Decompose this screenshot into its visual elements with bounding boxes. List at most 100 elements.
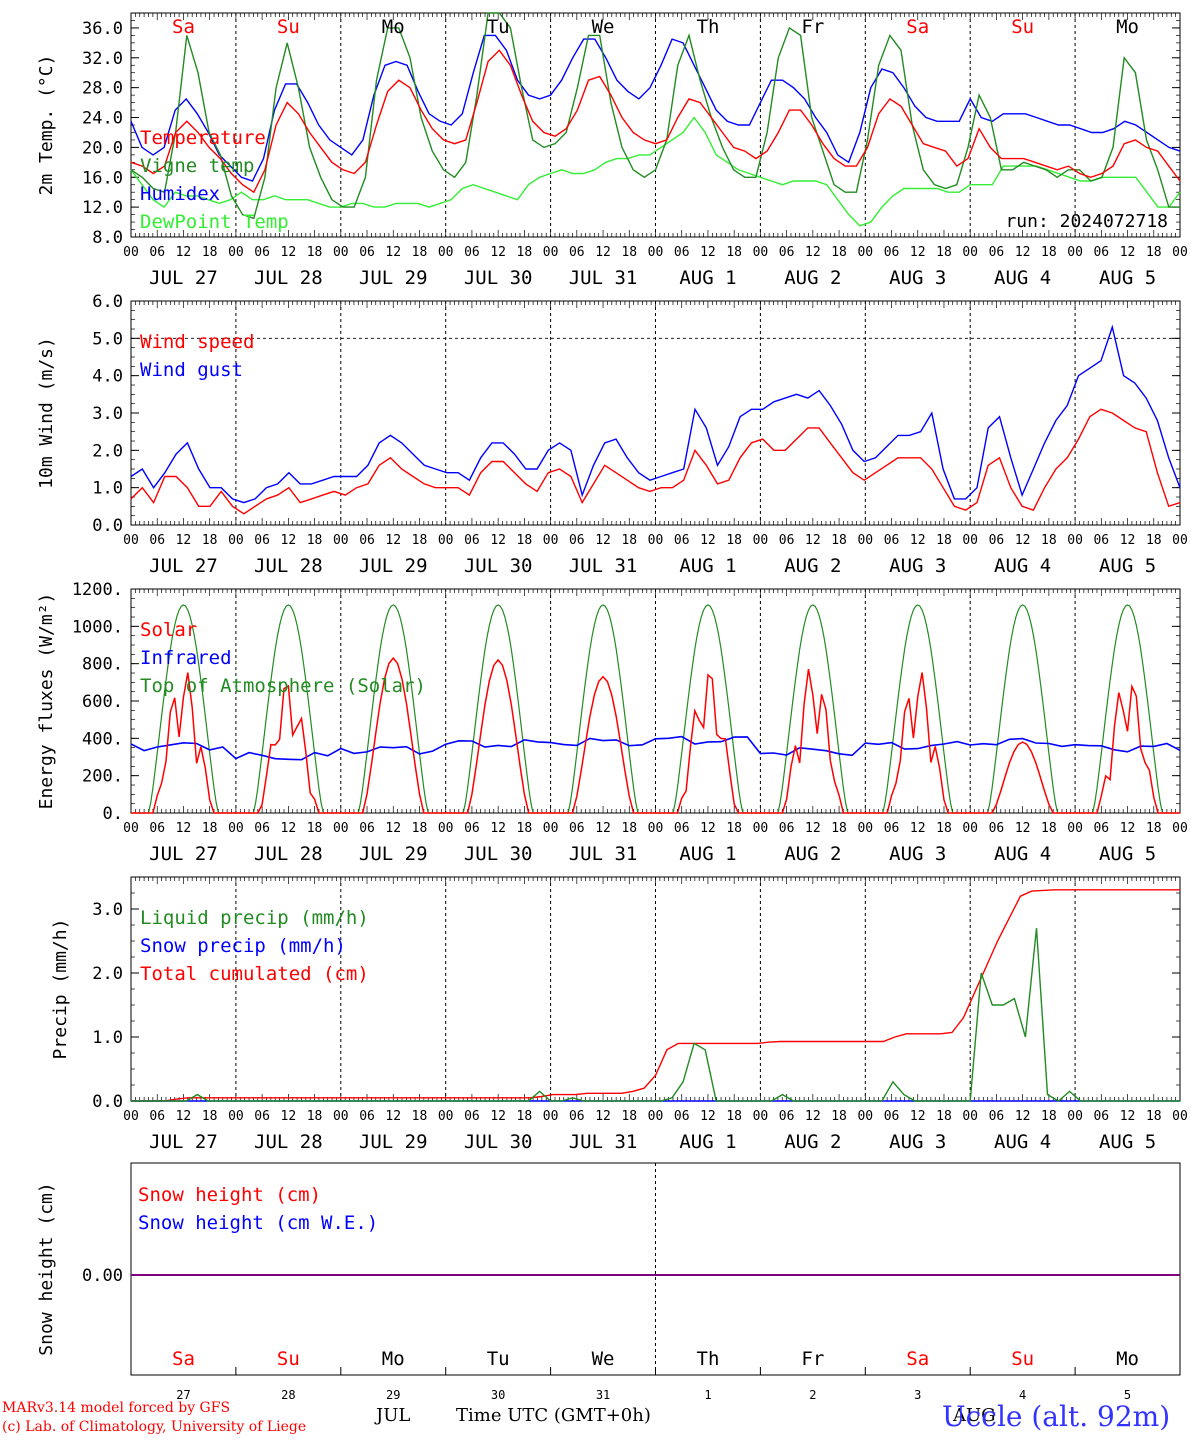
date-label: JUL 29 bbox=[359, 1131, 428, 1153]
hour-tick-label: 18 bbox=[307, 533, 323, 548]
hour-tick-label: 18 bbox=[202, 1109, 218, 1124]
date-label: AUG 1 bbox=[679, 1131, 736, 1153]
hour-tick-label: 18 bbox=[831, 533, 847, 548]
hour-tick-label: 12 bbox=[595, 1109, 611, 1124]
weekday-label-top: Mo bbox=[382, 16, 405, 38]
hour-tick-label: 00 bbox=[438, 1109, 454, 1124]
month-label-jul: JUL bbox=[376, 1405, 411, 1426]
y-tick-label: 24.0 bbox=[82, 109, 123, 129]
date-label: AUG 1 bbox=[679, 267, 736, 289]
hour-tick-label: 06 bbox=[149, 1109, 165, 1124]
series-humidex bbox=[130, 34, 1181, 182]
hour-tick-label: 12 bbox=[1015, 1109, 1031, 1124]
hour-tick-label: 00 bbox=[962, 245, 978, 260]
hour-tick-label: 00 bbox=[648, 245, 664, 260]
y-tick-label: 0. bbox=[103, 804, 123, 824]
date-label: JUL 30 bbox=[464, 843, 533, 865]
y-tick-label: 3.0 bbox=[92, 404, 123, 424]
hour-tick-label: 06 bbox=[674, 821, 690, 836]
hour-tick-label: 18 bbox=[1146, 821, 1162, 836]
hour-tick-label: 06 bbox=[779, 533, 795, 548]
hour-tick-label: 06 bbox=[989, 245, 1005, 260]
day-number-label: 28 bbox=[281, 1388, 295, 1402]
hour-tick-label: 18 bbox=[202, 245, 218, 260]
hour-tick-label: 06 bbox=[779, 821, 795, 836]
legend-entry: Top of Atmosphere (Solar) bbox=[140, 675, 426, 697]
y-tick-label: 1.0 bbox=[92, 479, 123, 499]
hour-tick-label: 06 bbox=[674, 1109, 690, 1124]
hour-tick-label: 06 bbox=[884, 245, 900, 260]
day-number-label: 5 bbox=[1124, 1388, 1131, 1402]
hour-tick-label: 12 bbox=[595, 821, 611, 836]
hour-tick-label: 12 bbox=[910, 1109, 926, 1124]
panel-temperature: 8.0 12.0 16.0 20.0 24.0 28.0 32.0 36.0 2m Temp. … bbox=[36, 12, 1188, 289]
y-tick-label: 32.0 bbox=[82, 49, 123, 69]
hour-tick-label: 12 bbox=[700, 533, 716, 548]
date-label: JUL 29 bbox=[359, 555, 428, 577]
weekday-label-top: Fr bbox=[801, 16, 824, 38]
hour-tick-label: 06 bbox=[149, 533, 165, 548]
hour-tick-label: 06 bbox=[989, 533, 1005, 548]
panel-frame bbox=[130, 300, 1181, 526]
legend-entry: Infrared bbox=[140, 647, 232, 669]
hour-tick-label: 00 bbox=[1172, 533, 1188, 548]
hour-tick-label: 00 bbox=[543, 1109, 559, 1124]
hour-tick-label: 12 bbox=[490, 821, 506, 836]
hour-tick-label: 06 bbox=[1093, 1109, 1109, 1124]
hour-tick-label: 00 bbox=[753, 533, 769, 548]
hour-tick-label: 00 bbox=[333, 245, 349, 260]
legend-entry: Solar bbox=[140, 619, 197, 641]
weekday-label-bottom: Su bbox=[277, 1348, 300, 1370]
date-label: AUG 4 bbox=[994, 1131, 1051, 1153]
hour-tick-label: 18 bbox=[202, 533, 218, 548]
y-tick-label: 2.0 bbox=[92, 964, 123, 984]
hour-tick-label: 18 bbox=[621, 1109, 637, 1124]
date-label: JUL 27 bbox=[149, 1131, 218, 1153]
date-label: JUL 31 bbox=[569, 843, 638, 865]
hour-tick-label: 12 bbox=[805, 533, 821, 548]
day-number-label: 4 bbox=[1019, 1388, 1026, 1402]
panel-snow: 0.00 Snow height (cm) Snow height (cm) Snow… bbox=[36, 1162, 1181, 1402]
weekday-label-top: Sa bbox=[906, 16, 929, 38]
date-label: JUL 31 bbox=[569, 267, 638, 289]
y-tick-label: 1.0 bbox=[92, 1028, 123, 1048]
series-wind-speed bbox=[130, 408, 1181, 515]
hour-tick-label: 12 bbox=[595, 533, 611, 548]
date-label: JUL 28 bbox=[254, 1131, 323, 1153]
hour-tick-label: 00 bbox=[333, 1109, 349, 1124]
weekday-label-bottom: Tu bbox=[487, 1348, 510, 1370]
hour-tick-label: 06 bbox=[359, 533, 375, 548]
date-label: AUG 3 bbox=[889, 1131, 946, 1153]
hour-tick-label: 18 bbox=[621, 533, 637, 548]
hour-tick-label: 00 bbox=[333, 821, 349, 836]
hour-tick-label: 06 bbox=[464, 1109, 480, 1124]
hour-tick-label: 06 bbox=[989, 821, 1005, 836]
hour-tick-label: 18 bbox=[726, 821, 742, 836]
y-axis-label: Precip (mm/h) bbox=[50, 919, 71, 1060]
date-label: AUG 5 bbox=[1099, 1131, 1156, 1153]
hour-tick-label: 18 bbox=[831, 245, 847, 260]
hour-tick-label: 06 bbox=[464, 245, 480, 260]
date-label: JUL 31 bbox=[569, 1131, 638, 1153]
hour-tick-label: 06 bbox=[1093, 821, 1109, 836]
date-label: AUG 5 bbox=[1099, 843, 1156, 865]
date-label: JUL 27 bbox=[149, 843, 218, 865]
hour-tick-label: 12 bbox=[1120, 533, 1136, 548]
hour-tick-label: 00 bbox=[648, 533, 664, 548]
weekday-label-top: Sa bbox=[172, 16, 195, 38]
y-tick-label: 600. bbox=[82, 692, 123, 712]
hour-tick-label: 12 bbox=[385, 1109, 401, 1124]
date-label: JUL 29 bbox=[359, 267, 428, 289]
hour-tick-label: 12 bbox=[176, 1109, 192, 1124]
weekday-label-bottom: We bbox=[592, 1348, 615, 1370]
date-label: JUL 30 bbox=[464, 1131, 533, 1153]
date-label: JUL 29 bbox=[359, 843, 428, 865]
date-label: JUL 27 bbox=[149, 555, 218, 577]
hour-tick-label: 06 bbox=[779, 1109, 795, 1124]
hour-tick-label: 00 bbox=[753, 1109, 769, 1124]
y-axis-label: 10m Wind (m/s) bbox=[36, 337, 57, 489]
legend-entry: Vigne temp bbox=[140, 155, 254, 177]
hour-tick-label: 18 bbox=[1041, 1109, 1057, 1124]
hour-tick-label: 06 bbox=[569, 533, 585, 548]
